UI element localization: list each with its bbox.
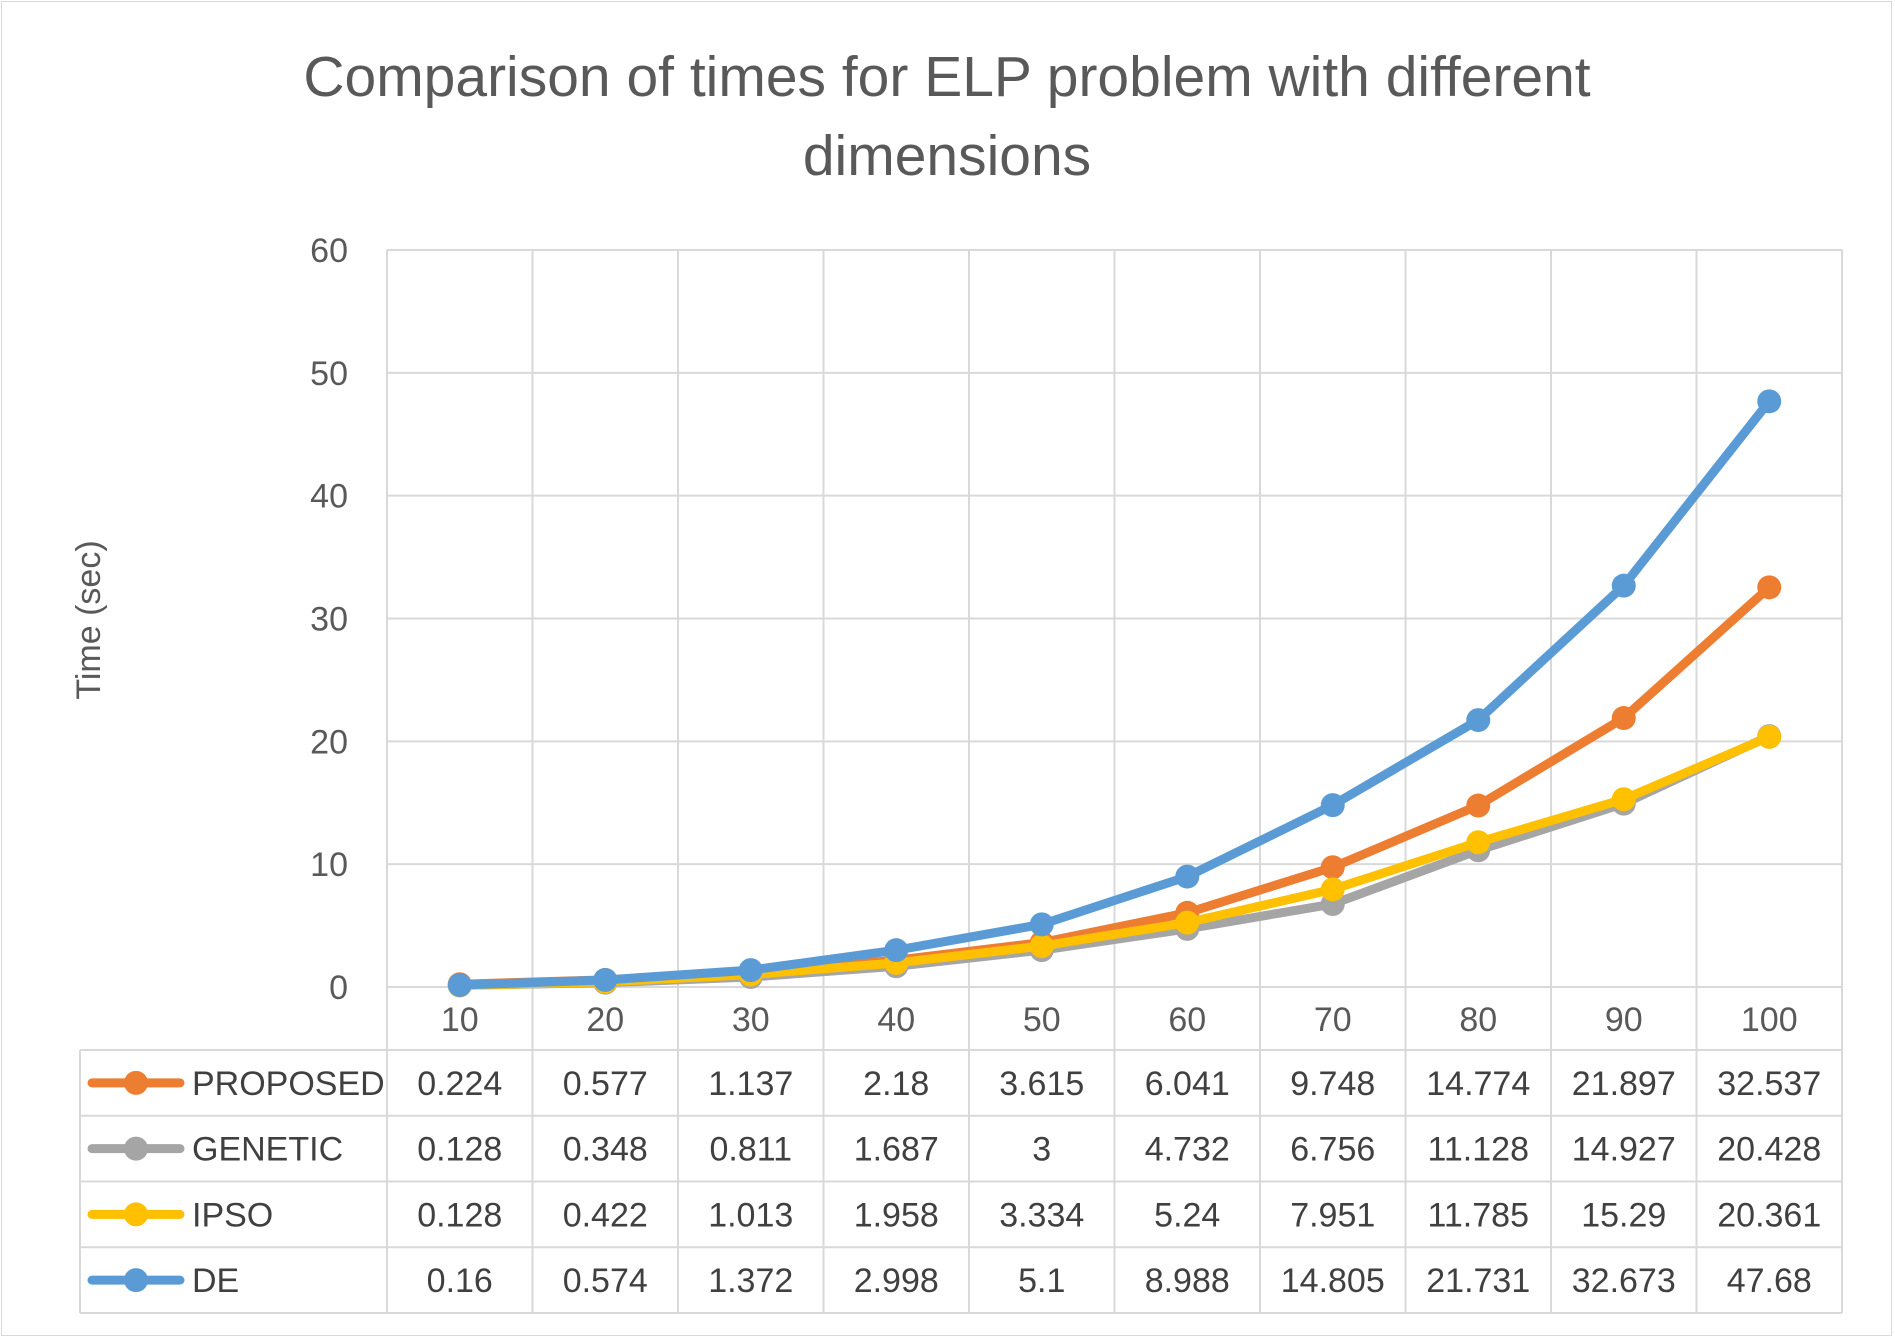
legend-label: PROPOSED: [192, 1065, 385, 1103]
table-cell-value: 32.673: [1572, 1262, 1676, 1300]
table-cell-value: 9.748: [1290, 1065, 1375, 1103]
table-cell-value: 3.615: [999, 1065, 1084, 1103]
data-point-ipso: [1320, 877, 1345, 902]
x-category-label: 10: [441, 1001, 479, 1039]
table-cell-value: 1.013: [708, 1196, 793, 1234]
legend-key-marker: [124, 1136, 148, 1161]
table-cell-value: 7.951: [1290, 1196, 1375, 1234]
legend-key-marker: [124, 1070, 148, 1095]
legend-key-marker: [124, 1202, 148, 1227]
x-category-label: 20: [586, 1001, 624, 1039]
data-point-de: [1466, 708, 1491, 733]
y-axis-title: Time (sec): [70, 540, 108, 699]
data-point-de: [1029, 912, 1054, 937]
table-cell-value: 8.988: [1145, 1262, 1230, 1300]
legend-label: DE: [192, 1262, 239, 1300]
table-cell-value: 11.128: [1428, 1131, 1529, 1169]
table-cell-value: 5.1: [1018, 1262, 1065, 1300]
legend-label: IPSO: [192, 1196, 273, 1234]
table-cell-value: 14.927: [1572, 1131, 1676, 1169]
x-category-label: 90: [1605, 1001, 1643, 1039]
legend-key-marker: [124, 1268, 148, 1293]
table-cell-value: 3: [1032, 1131, 1051, 1169]
table-cell-value: 1.687: [854, 1131, 939, 1169]
table-cell-value: 3.334: [999, 1196, 1084, 1234]
x-category-label: 60: [1168, 1001, 1206, 1039]
table-cell-value: 6.756: [1290, 1131, 1375, 1169]
table-cell-value: 14.805: [1281, 1262, 1385, 1300]
data-point-ipso: [1175, 910, 1200, 935]
table-cell-value: 20.361: [1717, 1196, 1821, 1234]
data-point-de: [1175, 864, 1200, 889]
table-cell-value: 15.29: [1581, 1196, 1666, 1234]
table-cell-value: 2.18: [863, 1065, 929, 1103]
table-cell-value: 1.372: [708, 1262, 793, 1300]
chart-title-line: dimensions: [803, 124, 1091, 188]
table-cell-value: 0.811: [709, 1131, 792, 1169]
table-cell-value: 11.785: [1428, 1196, 1529, 1234]
table-cell-value: 0.574: [563, 1262, 648, 1300]
series-line-de: [455, 396, 1774, 990]
table-cell-value: 0.422: [563, 1196, 648, 1234]
table-cell-value: 0.16: [427, 1262, 493, 1300]
data-point-proposed: [1320, 855, 1345, 880]
table-cell-value: 32.537: [1717, 1065, 1821, 1103]
data-point-ipso: [1466, 830, 1491, 855]
data-point-proposed: [1466, 793, 1491, 818]
data-point-de: [593, 967, 618, 992]
table-cell-value: 21.897: [1572, 1065, 1676, 1103]
x-category-label: 50: [1023, 1001, 1061, 1039]
x-category-label: 100: [1741, 1001, 1798, 1039]
data-point-de: [1611, 573, 1636, 598]
data-point-ipso: [1757, 724, 1782, 749]
table-cell-value: 5.24: [1154, 1196, 1220, 1234]
data-point-ipso: [1029, 934, 1054, 959]
y-tick-label: 30: [310, 601, 348, 639]
x-category-label: 30: [732, 1001, 770, 1039]
table-cell-value: 20.428: [1717, 1131, 1821, 1169]
x-category-label: 40: [877, 1001, 915, 1039]
data-point-de: [884, 938, 909, 963]
x-category-label: 80: [1459, 1001, 1497, 1039]
data-point-de: [1757, 389, 1782, 414]
data-point-de: [1320, 793, 1345, 818]
table-cell-value: 14.774: [1426, 1065, 1530, 1103]
table-cell-value: 0.577: [563, 1065, 648, 1103]
table-cell-value: 0.348: [563, 1131, 648, 1169]
y-tick-label: 40: [310, 478, 348, 516]
legend-label: GENETIC: [192, 1131, 343, 1169]
y-tick-label: 0: [329, 969, 348, 1007]
table-cell-value: 21.731: [1426, 1262, 1530, 1300]
table-cell-value: 6.041: [1145, 1065, 1230, 1103]
data-point-proposed: [1611, 706, 1636, 731]
data-point-ipso: [1611, 787, 1636, 812]
chart-title-line: Comparison of times for ELP problem with…: [303, 45, 1590, 109]
data-point-de: [447, 973, 472, 998]
data-point-de: [738, 958, 763, 983]
y-tick-label: 10: [310, 846, 348, 884]
y-tick-label: 20: [310, 723, 348, 761]
y-tick-label: 50: [310, 355, 348, 393]
table-cell-value: 4.732: [1145, 1131, 1230, 1169]
y-tick-label: 60: [310, 232, 348, 270]
data-point-proposed: [1757, 575, 1782, 600]
table-cell-value: 47.68: [1727, 1262, 1812, 1300]
table-cell-value: 1.137: [708, 1065, 793, 1103]
table-cell-value: 2.998: [854, 1262, 939, 1300]
x-category-label: 70: [1314, 1001, 1352, 1039]
table-cell-value: 0.128: [417, 1131, 502, 1169]
table-cell-value: 1.958: [854, 1196, 939, 1234]
table-cell-value: 0.128: [417, 1196, 502, 1234]
table-cell-value: 0.224: [417, 1065, 502, 1103]
